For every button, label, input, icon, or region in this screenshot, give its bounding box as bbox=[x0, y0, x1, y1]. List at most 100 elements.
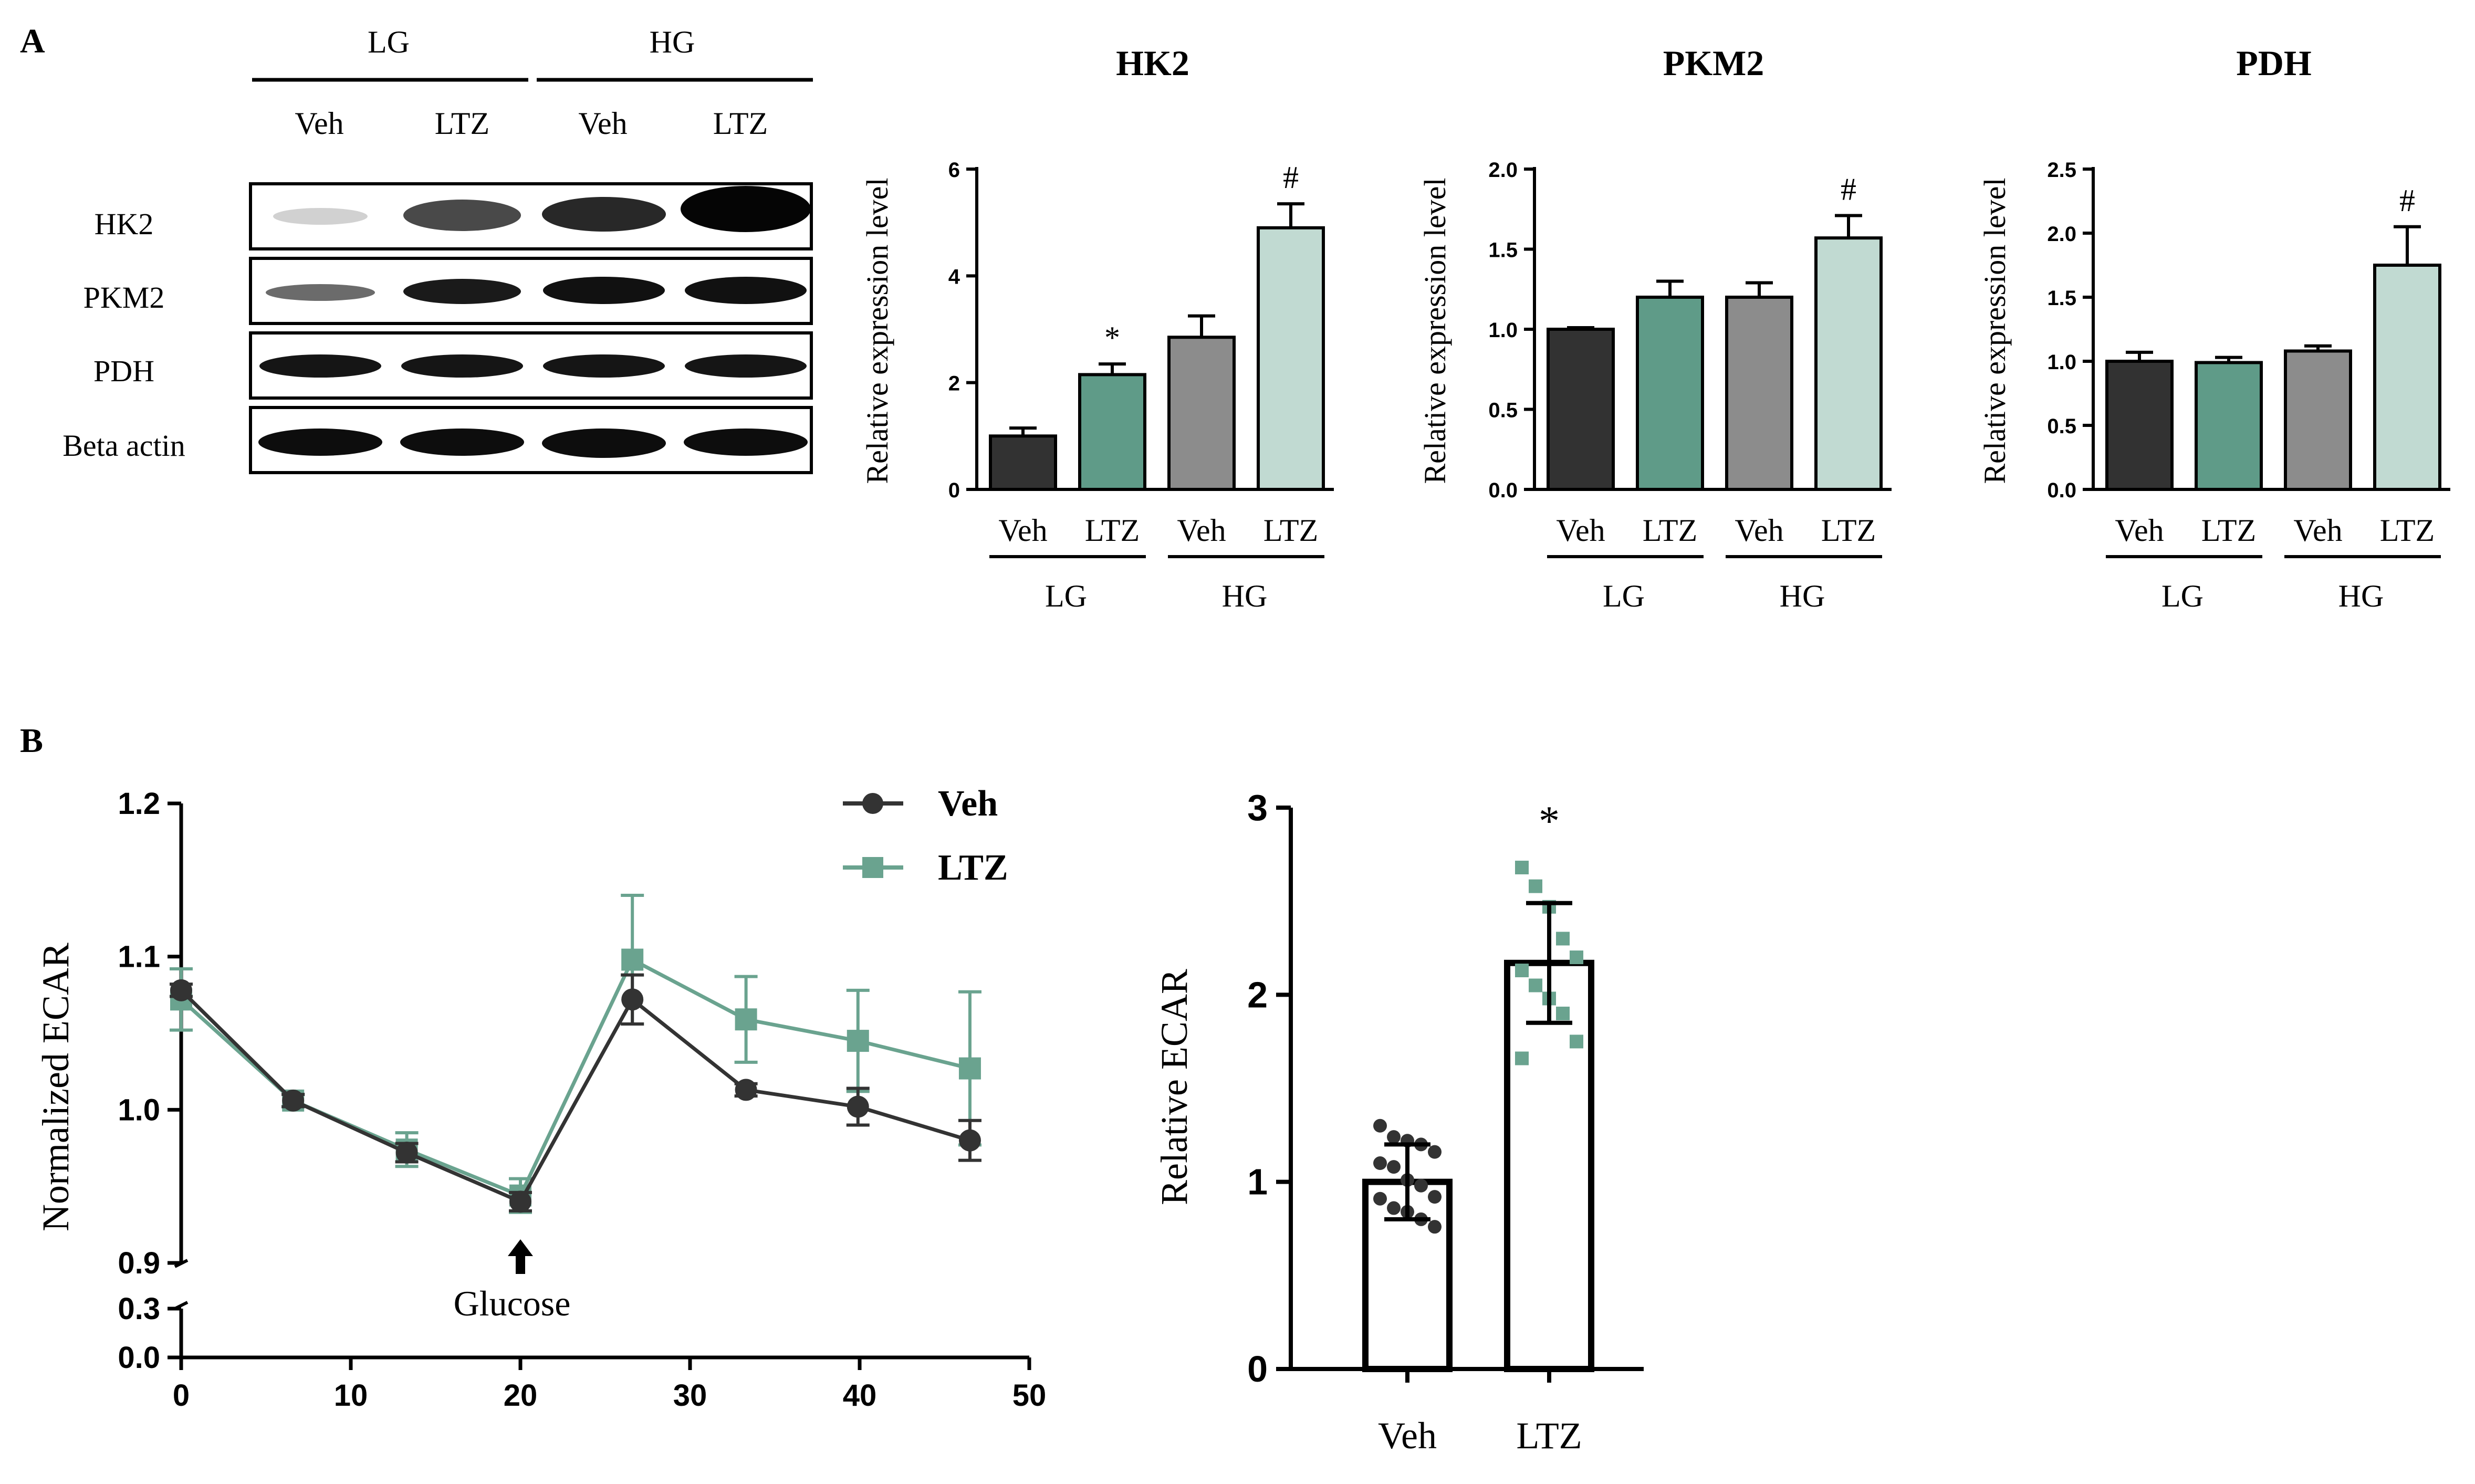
blot-band bbox=[266, 284, 375, 301]
data-point-veh bbox=[847, 1095, 869, 1118]
bar-chart-hk2: HK2 Relative expression level 0 2 4 6 Veh * LT… bbox=[860, 43, 1334, 613]
plot-area: 0.0 0.5 1.0 1.5 2.0 Veh LTZ Veh # LTZ bbox=[1488, 159, 1892, 558]
x-tick-label: 20 bbox=[504, 1378, 538, 1413]
x-tick-label: LTZ bbox=[1085, 513, 1140, 548]
significance-marker: * bbox=[1104, 320, 1120, 355]
data-point-ltz bbox=[958, 1057, 981, 1080]
y-tick-label: 0.5 bbox=[2047, 415, 2076, 438]
scatter-point bbox=[1556, 932, 1570, 946]
legend-marker-veh bbox=[862, 793, 883, 814]
blot-band bbox=[403, 279, 521, 304]
panel-label-b: B bbox=[20, 722, 43, 760]
bar bbox=[2105, 360, 2174, 491]
y-tick-label: 1.1 bbox=[118, 940, 160, 974]
series-line-ltz bbox=[180, 957, 970, 1198]
x-tick-label: Veh bbox=[2115, 513, 2164, 548]
significance-marker: # bbox=[1283, 160, 1299, 195]
x-tick-label: Veh bbox=[998, 513, 1047, 548]
plot-area: 0.9 1.0 1.1 1.2 0.0 0.3 0 10 20 30 40 50 bbox=[118, 787, 1046, 1413]
y-tick-label: 2 bbox=[1247, 974, 1268, 1015]
x-tick-label: Veh bbox=[2293, 513, 2342, 548]
blot-lane-label: LTZ bbox=[713, 106, 768, 141]
blot-row-label-pdh: PDH bbox=[93, 354, 154, 388]
scatter-point bbox=[1428, 1220, 1442, 1234]
scatter-point bbox=[1373, 1156, 1387, 1171]
bar bbox=[1257, 226, 1325, 491]
blot-lane-label: LTZ bbox=[435, 106, 489, 141]
y-tick-label: 0.0 bbox=[1488, 479, 1518, 502]
data-point-veh bbox=[395, 1142, 418, 1164]
legend: Veh LTZ bbox=[843, 783, 1008, 888]
significance-marker: # bbox=[2399, 183, 2415, 218]
chart-title: PKM2 bbox=[1663, 43, 1764, 83]
blot-band bbox=[542, 197, 666, 232]
x-tick-label: LTZ bbox=[1643, 513, 1697, 548]
scatter-point bbox=[1387, 1160, 1401, 1174]
glucose-annotation: Glucose bbox=[454, 1283, 571, 1323]
data-point-veh bbox=[958, 1129, 981, 1152]
chart-title: PDH bbox=[2236, 43, 2312, 83]
group-label-lg: LG bbox=[1603, 579, 1645, 613]
bar bbox=[2373, 264, 2441, 491]
data-point-veh bbox=[170, 979, 192, 1001]
data-point-veh bbox=[509, 1190, 531, 1213]
y-tick-label: 0.3 bbox=[118, 1292, 160, 1326]
y-tick-label: 0 bbox=[1247, 1349, 1268, 1389]
y-axis-label: Relative expression level bbox=[860, 177, 894, 484]
y-tick-label: 0.9 bbox=[118, 1246, 160, 1280]
x-tick-label: LTZ bbox=[2201, 513, 2256, 548]
y-tick-label: 1.2 bbox=[118, 787, 160, 821]
y-tick-label: 4 bbox=[948, 265, 960, 288]
y-tick-label: 1 bbox=[1247, 1162, 1268, 1203]
x-tick-label: 0 bbox=[173, 1378, 190, 1413]
scatter-point bbox=[1414, 1178, 1428, 1193]
group-label-hg: HG bbox=[1222, 579, 1268, 613]
blot-row-label-pkm2: PKM2 bbox=[83, 280, 165, 315]
group-label-hg: HG bbox=[2338, 579, 2384, 613]
blot-row-label-hk2: HK2 bbox=[95, 207, 154, 241]
blot-band bbox=[542, 429, 666, 458]
y-tick-label: 0.5 bbox=[1488, 399, 1518, 422]
significance-marker: * bbox=[1539, 798, 1560, 844]
bar bbox=[2195, 361, 2263, 491]
data-point-ltz bbox=[847, 1030, 869, 1052]
panel-label-a: A bbox=[20, 22, 45, 60]
scatter-point bbox=[1387, 1130, 1401, 1144]
y-tick-label: 2.0 bbox=[1488, 159, 1518, 182]
y-tick-label: 6 bbox=[948, 159, 960, 182]
scatter-point bbox=[1570, 950, 1583, 965]
scatter-point bbox=[1515, 861, 1529, 875]
scatter-point bbox=[1570, 1034, 1583, 1049]
y-tick-label: 2 bbox=[948, 372, 960, 395]
blot-band bbox=[400, 429, 524, 456]
bar bbox=[1078, 373, 1146, 492]
y-tick-label: 1.5 bbox=[2047, 287, 2076, 310]
blot-band bbox=[273, 208, 368, 225]
data-point-veh bbox=[282, 1089, 305, 1112]
scatter-point bbox=[1529, 978, 1542, 992]
x-tick-label: LTZ bbox=[1516, 1415, 1582, 1457]
x-tick-label: Veh bbox=[1556, 513, 1605, 548]
y-tick-label: 0.0 bbox=[118, 1341, 160, 1375]
blot-group-label-lg: LG bbox=[368, 25, 410, 59]
blot-band bbox=[258, 429, 382, 456]
chart-title: HK2 bbox=[1116, 43, 1189, 83]
data-point-ltz bbox=[621, 948, 644, 971]
scatter-point bbox=[1515, 1051, 1529, 1065]
y-tick-label: 2.0 bbox=[2047, 223, 2076, 246]
bar-chart-pkm2: PKM2 Relative expression level 0.0 0.5 1.0… bbox=[1418, 43, 1892, 613]
data-point-veh bbox=[735, 1079, 757, 1101]
blot-band bbox=[685, 277, 807, 304]
blot-band bbox=[543, 354, 665, 378]
significance-marker: # bbox=[1841, 172, 1856, 206]
y-tick-label: 1.0 bbox=[1488, 319, 1518, 342]
data-point-veh bbox=[621, 988, 644, 1011]
bar bbox=[2284, 349, 2352, 491]
group-label-lg: LG bbox=[2161, 579, 2204, 613]
y-tick-label: 3 bbox=[1247, 787, 1268, 828]
scatter-point bbox=[1529, 879, 1542, 893]
x-tick-label: Veh bbox=[1735, 513, 1783, 548]
glucose-arrow-icon bbox=[508, 1239, 533, 1274]
blot-band bbox=[681, 186, 811, 232]
